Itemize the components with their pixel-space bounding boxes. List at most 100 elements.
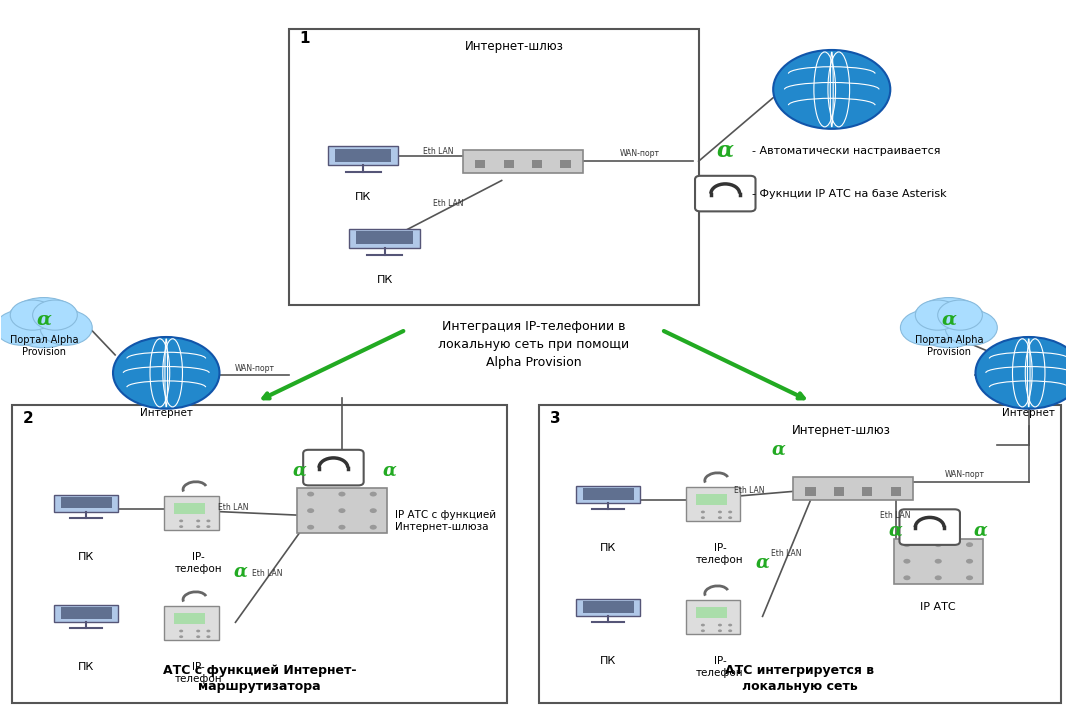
Text: АТС интегрируется в
локальную сеть: АТС интегрируется в локальную сеть <box>725 664 874 693</box>
Text: ПК: ПК <box>78 662 95 672</box>
Text: АТС с функцией Интернет-
маршрутизатора: АТС с функцией Интернет- маршрутизатора <box>163 664 356 693</box>
Text: α: α <box>36 310 51 328</box>
Bar <box>834 487 844 495</box>
Bar <box>539 405 1061 703</box>
Bar <box>696 493 727 505</box>
Text: 3: 3 <box>550 411 561 426</box>
FancyBboxPatch shape <box>695 176 756 212</box>
Circle shape <box>935 542 941 547</box>
Text: IP АТС: IP АТС <box>920 602 956 612</box>
Polygon shape <box>583 601 633 612</box>
Text: - Фукнции IP АТС на базе Asterisk: - Фукнции IP АТС на базе Asterisk <box>752 189 947 199</box>
FancyBboxPatch shape <box>303 450 364 485</box>
Text: ПК: ПК <box>78 552 95 562</box>
Text: WAN-порт: WAN-порт <box>944 470 985 478</box>
Text: - Автоматически настраивается: - Автоматически настраивается <box>752 146 940 156</box>
Circle shape <box>307 492 314 496</box>
Text: Eth LAN: Eth LAN <box>734 486 764 495</box>
Circle shape <box>207 520 210 522</box>
Bar <box>12 405 507 703</box>
Polygon shape <box>793 477 912 500</box>
Polygon shape <box>164 495 219 530</box>
Circle shape <box>966 542 973 547</box>
Circle shape <box>728 624 732 627</box>
Text: WAN-порт: WAN-порт <box>235 364 275 374</box>
Circle shape <box>179 526 183 528</box>
Text: 1: 1 <box>300 31 310 46</box>
Bar <box>289 29 698 305</box>
Polygon shape <box>350 229 420 248</box>
Text: ПК: ПК <box>600 656 616 666</box>
Polygon shape <box>61 497 112 508</box>
Circle shape <box>307 508 314 513</box>
Text: ПК: ПК <box>355 192 371 201</box>
Bar <box>175 503 205 514</box>
Text: Eth LAN: Eth LAN <box>771 549 802 559</box>
Circle shape <box>700 624 705 627</box>
Text: Интернет-шлюз: Интернет-шлюз <box>465 40 564 53</box>
Text: 2: 2 <box>22 411 33 426</box>
Circle shape <box>717 511 722 513</box>
Text: Eth LAN: Eth LAN <box>217 503 248 512</box>
Circle shape <box>728 516 732 519</box>
Circle shape <box>946 310 998 346</box>
Circle shape <box>911 298 986 348</box>
Text: α: α <box>292 462 306 480</box>
Circle shape <box>935 575 941 580</box>
Bar <box>805 487 815 495</box>
Bar <box>532 160 543 168</box>
Polygon shape <box>577 599 640 616</box>
Circle shape <box>196 635 200 638</box>
Text: Портал Alpha
Provision: Портал Alpha Provision <box>10 335 78 357</box>
Text: IP АТС с функцией
Интернет-шлюза: IP АТС с функцией Интернет-шлюза <box>395 510 497 532</box>
Text: α: α <box>716 140 733 161</box>
Polygon shape <box>464 150 583 173</box>
Text: ПК: ПК <box>600 543 616 553</box>
Bar <box>862 487 872 495</box>
FancyBboxPatch shape <box>900 509 960 545</box>
Circle shape <box>338 492 345 496</box>
Text: α: α <box>772 441 786 459</box>
Circle shape <box>901 310 953 346</box>
Text: IP-
телефон: IP- телефон <box>175 663 222 684</box>
Circle shape <box>179 520 183 522</box>
Circle shape <box>196 630 200 632</box>
Circle shape <box>966 559 973 564</box>
Polygon shape <box>54 604 118 622</box>
Text: WAN-порт: WAN-порт <box>620 148 660 158</box>
Text: IP-
телефон: IP- телефон <box>696 543 744 565</box>
Circle shape <box>903 542 910 547</box>
Circle shape <box>717 516 722 519</box>
Polygon shape <box>577 485 640 503</box>
Circle shape <box>370 492 376 496</box>
Circle shape <box>307 525 314 530</box>
Bar <box>503 160 514 168</box>
Bar <box>175 612 205 624</box>
Circle shape <box>700 516 705 519</box>
Text: Интернет-шлюз: Интернет-шлюз <box>792 424 891 437</box>
Circle shape <box>935 559 941 564</box>
Circle shape <box>370 525 376 530</box>
Polygon shape <box>685 487 741 521</box>
Text: Портал Alpha
Provision: Портал Alpha Provision <box>915 335 983 357</box>
Text: α: α <box>941 310 956 328</box>
Circle shape <box>179 635 183 638</box>
Circle shape <box>207 635 210 638</box>
Text: α: α <box>756 554 770 572</box>
Circle shape <box>966 575 973 580</box>
Circle shape <box>717 630 722 632</box>
Bar <box>297 488 387 533</box>
Text: ПК: ПК <box>376 275 392 285</box>
Circle shape <box>903 575 910 580</box>
Polygon shape <box>54 495 118 512</box>
Circle shape <box>728 630 732 632</box>
Circle shape <box>196 526 200 528</box>
Circle shape <box>6 298 81 348</box>
Bar <box>893 538 983 584</box>
Circle shape <box>11 300 55 331</box>
Polygon shape <box>356 232 413 244</box>
Bar <box>890 487 901 495</box>
Text: Eth LAN: Eth LAN <box>433 199 464 208</box>
Circle shape <box>41 310 93 346</box>
Circle shape <box>338 525 345 530</box>
